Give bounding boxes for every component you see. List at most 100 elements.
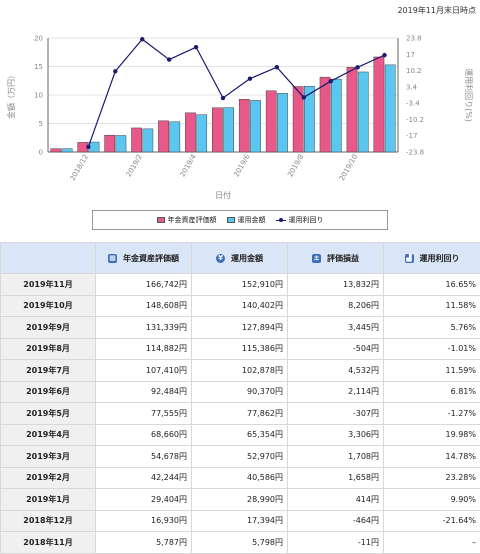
x-tick-label: 2019/6: [232, 153, 252, 179]
x-tick-label: 2019/2: [125, 153, 144, 178]
month-cell: 2019年8月: [1, 338, 96, 360]
x-axis-title: 日付: [215, 190, 231, 200]
x-tick-label: 2019/10: [338, 153, 359, 182]
pl-cell: 13,832円: [288, 274, 384, 296]
header-yield-label: 運用利回り: [420, 254, 460, 263]
legend-label-asset: 年金資産評価額: [168, 215, 217, 225]
x-tick-label: 2019/4: [179, 153, 199, 179]
bar-asset: [293, 87, 303, 152]
yield-cell: 6.81%: [384, 381, 480, 403]
invest-cell: 115,386円: [192, 338, 288, 360]
yield-point: [248, 76, 252, 80]
y-axis-title: 金額（万円）: [6, 71, 16, 119]
yield-point: [302, 95, 306, 99]
legend-swatch-asset: [157, 217, 165, 223]
yield-point: [167, 57, 171, 61]
pl-cell: 1,658円: [288, 467, 384, 489]
pl-cell: 4,532円: [288, 360, 384, 382]
month-cell: 2019年2月: [1, 467, 96, 489]
pl-cell: 3,445円: [288, 317, 384, 339]
y-tick-label: 15: [34, 63, 43, 71]
invest-cell: 140,402円: [192, 295, 288, 317]
invest-cell: 28,990円: [192, 489, 288, 511]
header-invest-label: 運用金額: [231, 254, 263, 263]
asset-cell: 166,742円: [96, 274, 192, 296]
pl-cell: 3,306円: [288, 424, 384, 446]
asset-cell: 5,787円: [96, 532, 192, 554]
invest-cell: 52,970円: [192, 446, 288, 468]
header-pl: ±評価損益: [288, 243, 384, 274]
month-cell: 2018年11月: [1, 532, 96, 554]
y2-tick-label: 23.8: [406, 35, 422, 43]
asset-chart: 05101520-23.8-17-10.2-3.43.410.21723.820…: [0, 30, 480, 208]
pl-cell: -11円: [288, 532, 384, 554]
calculator-icon: ▦: [108, 254, 117, 263]
asset-cell: 29,404円: [96, 489, 192, 511]
bar-asset: [266, 91, 276, 152]
yield-point: [328, 79, 332, 83]
yield-point: [275, 65, 279, 69]
asset-cell: 54,678円: [96, 446, 192, 468]
legend-label-yield: 運用利回り: [289, 215, 324, 225]
table-header-row: ▦年金資産評価額 ¥運用金額 ±評価損益 ▟ 運用利回り: [1, 243, 480, 274]
legend-item-asset[interactable]: 年金資産評価額: [157, 215, 217, 225]
header-invest: ¥運用金額: [192, 243, 288, 274]
x-tick-label: 2018/12: [69, 153, 90, 182]
invest-cell: 5,798円: [192, 532, 288, 554]
asset-cell: 131,339円: [96, 317, 192, 339]
yield-cell: 14.78%: [384, 446, 480, 468]
asset-cell: 77,555円: [96, 403, 192, 425]
yield-cell: 5.76%: [384, 317, 480, 339]
bar-invest: [62, 149, 72, 152]
as-of-date: 2019年11月末日時点: [397, 5, 476, 16]
header-month: [1, 243, 96, 274]
y-tick-label: 10: [34, 92, 43, 100]
y2-tick-label: -23.8: [406, 149, 424, 157]
y2-tick-label: -10.2: [406, 116, 424, 124]
month-cell: 2019年5月: [1, 403, 96, 425]
asset-cell: 107,410円: [96, 360, 192, 382]
invest-cell: 65,354円: [192, 424, 288, 446]
bar-invest: [331, 79, 341, 152]
y2-axis-title: 運用利回り(%): [464, 68, 474, 122]
y-tick-label: 0: [39, 149, 43, 157]
yield-point: [382, 53, 386, 57]
y2-tick-label: 10.2: [406, 67, 422, 75]
legend-swatch-invest: [227, 217, 235, 223]
asset-cell: 114,882円: [96, 338, 192, 360]
legend-item-yield[interactable]: 運用利回り: [276, 215, 324, 225]
bar-invest: [143, 129, 153, 152]
header-yield: ▟ 運用利回り: [384, 243, 480, 274]
yield-cell: 23.28%: [384, 467, 480, 489]
bar-chart-icon: ▟: [405, 254, 414, 263]
yield-cell: -21.64%: [384, 510, 480, 532]
asset-cell: 68,660円: [96, 424, 192, 446]
invest-cell: 102,878円: [192, 360, 288, 382]
bar-asset: [347, 67, 357, 152]
header-asset: ▦年金資産評価額: [96, 243, 192, 274]
bar-asset: [374, 57, 384, 152]
asset-cell: 16,930円: [96, 510, 192, 532]
month-cell: 2019年1月: [1, 489, 96, 511]
legend-swatch-yield: [276, 217, 286, 223]
legend-item-invest[interactable]: 運用金額: [227, 215, 266, 225]
yield-cell: 11.58%: [384, 295, 480, 317]
x-tick-label: 2019/8: [286, 153, 305, 178]
invest-cell: 127,894円: [192, 317, 288, 339]
month-cell: 2019年9月: [1, 317, 96, 339]
yield-cell: 16.65%: [384, 274, 480, 296]
y2-tick-label: 3.4: [406, 83, 418, 91]
pl-cell: -307円: [288, 403, 384, 425]
bar-asset: [132, 128, 142, 152]
bar-invest: [197, 115, 207, 152]
yield-point: [355, 65, 359, 69]
pl-cell: 1,708円: [288, 446, 384, 468]
